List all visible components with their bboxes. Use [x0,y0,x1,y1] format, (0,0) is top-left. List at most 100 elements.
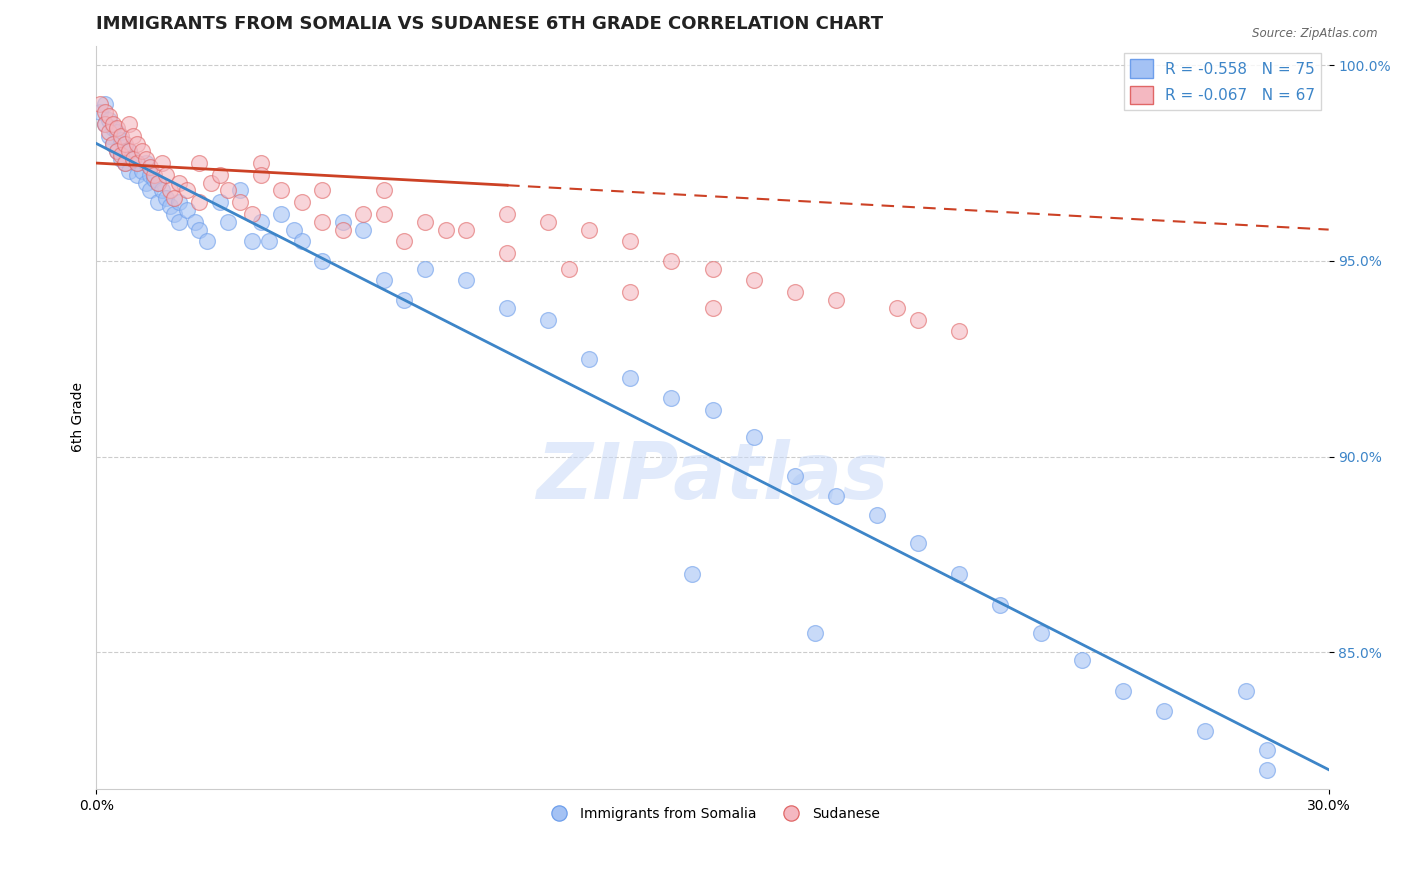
Point [146,195,169,210]
Point [146,176,169,190]
Point [332,222,354,236]
Point [127,156,149,170]
Point [804,625,827,640]
Point [242,235,264,249]
Point [783,285,806,300]
Point [188,156,211,170]
Point [167,215,190,229]
Point [122,152,145,166]
Point [1071,653,1094,667]
Point [229,184,252,198]
Point [159,199,181,213]
Point [578,351,600,366]
Point [496,246,519,260]
Point [702,301,724,315]
Point [373,184,395,198]
Point [142,168,165,182]
Point [332,215,354,229]
Point [886,301,908,315]
Point [558,261,581,276]
Point [352,222,374,236]
Point [948,324,970,338]
Point [184,215,207,229]
Point [118,164,141,178]
Point [742,430,765,444]
Point [208,195,231,210]
Point [114,140,136,154]
Point [155,168,177,182]
Point [496,207,519,221]
Point [163,207,186,221]
Point [742,273,765,287]
Point [176,202,198,217]
Point [249,168,271,182]
Point [537,312,560,326]
Point [188,195,211,210]
Point [578,222,600,236]
Point [89,97,111,112]
Point [681,566,703,581]
Point [270,207,292,221]
Point [97,125,120,139]
Point [1194,723,1216,738]
Point [122,152,145,166]
Point [866,508,889,523]
Point [352,207,374,221]
Point [122,128,145,143]
Point [155,191,177,205]
Point [824,293,846,307]
Point [394,293,416,307]
Point [702,402,724,417]
Point [1153,704,1175,718]
Point [217,215,239,229]
Point [619,235,641,249]
Point [127,156,149,170]
Point [661,391,683,405]
Point [311,253,333,268]
Point [93,105,115,120]
Point [89,105,111,120]
Point [139,184,162,198]
Point [619,371,641,385]
Text: IMMIGRANTS FROM SOMALIA VS SUDANESE 6TH GRADE CORRELATION CHART: IMMIGRANTS FROM SOMALIA VS SUDANESE 6TH … [97,15,883,33]
Point [249,215,271,229]
Point [93,117,115,131]
Point [142,171,165,186]
Point [163,191,186,205]
Point [619,285,641,300]
Point [97,109,120,123]
Point [373,273,395,287]
Point [114,136,136,151]
Point [131,164,153,178]
Point [159,184,181,198]
Point [188,222,211,236]
Text: ZIPatlas: ZIPatlas [536,439,889,515]
Point [93,97,115,112]
Point [135,176,157,190]
Point [283,222,305,236]
Point [661,253,683,268]
Point [167,176,190,190]
Point [948,566,970,581]
Point [97,113,120,128]
Point [139,160,162,174]
Point [1112,684,1135,698]
Point [311,184,333,198]
Point [110,128,132,143]
Point [150,156,173,170]
Point [105,120,128,135]
Point [118,145,141,159]
Legend: Immigrants from Somalia, Sudanese: Immigrants from Somalia, Sudanese [540,802,886,827]
Point [195,235,218,249]
Point [454,273,477,287]
Point [373,207,395,221]
Point [1256,743,1278,757]
Point [101,136,124,151]
Point [135,152,157,166]
Point [217,184,239,198]
Point [291,235,314,249]
Point [413,261,436,276]
Point [413,215,436,229]
Point [208,168,231,182]
Point [249,156,271,170]
